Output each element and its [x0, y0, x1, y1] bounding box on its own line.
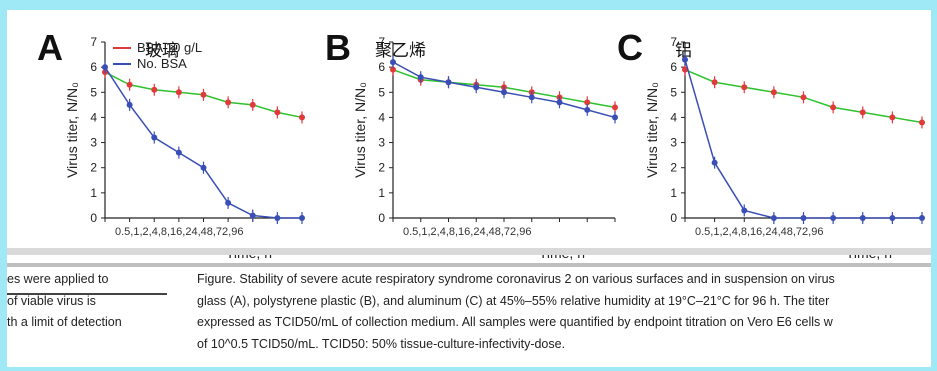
figure-canvas: A 玻璃 0 1 2 3 4 5 6 7 Virus titer, N/N₀ 0.5,1,2,4,8,… [7, 10, 931, 367]
point-C-1-5 [830, 215, 837, 221]
point-C-0-7 [889, 114, 896, 121]
caption-left-line-2: of viable virus is [7, 294, 96, 308]
point-C-1-8 [919, 215, 925, 221]
point-B-0-7 [584, 99, 591, 106]
y-tick-label-B-4: 4 [378, 110, 385, 124]
panel-material-C: 铝 [675, 41, 692, 61]
y-tick-label-A-5: 5 [90, 85, 97, 99]
point-B-1-4 [501, 89, 507, 96]
y-tick-label-A-7: 7 [90, 35, 97, 49]
point-A-0-7 [274, 109, 281, 116]
caption-main-line-1: Figure. Stability of severe acute respir… [197, 272, 835, 286]
point-C-0-4 [800, 94, 807, 101]
y-tick-label-C-6: 6 [670, 60, 677, 74]
panel-letter-A: A [37, 27, 63, 68]
point-B-1-7 [584, 106, 591, 113]
point-C-0-2 [741, 84, 748, 91]
point-A-1-7 [274, 215, 281, 221]
x-tick-labels-B: 0.5,1,2,4,8,16,24,48,72,96 [403, 226, 531, 238]
axis-strip-upper [7, 248, 931, 255]
y-label-A: Virus titer, N/N₀ [64, 82, 80, 178]
y-tick-label-A-2: 2 [90, 161, 97, 175]
y-tick-label-C-4: 4 [670, 110, 677, 124]
point-A-0-5 [225, 99, 232, 106]
point-C-1-4 [800, 215, 807, 221]
legend-label-0: BSA 10 g/L [137, 40, 202, 55]
point-A-1-0 [102, 64, 108, 71]
point-B-1-0 [390, 59, 396, 66]
point-C-0-6 [859, 109, 866, 116]
y-tick-label-B-0: 0 [378, 211, 385, 225]
point-C-1-3 [770, 215, 777, 221]
caption-left-line-1: es were applied to [7, 272, 109, 286]
point-C-0-3 [770, 89, 777, 96]
caption-divider [7, 293, 167, 295]
y-label-C: Virus titer, N/N₀ [644, 82, 660, 178]
caption-left-line-3: th a limit of detection [7, 315, 122, 329]
y-tick-label-C-3: 3 [670, 136, 677, 150]
point-A-0-3 [175, 89, 182, 96]
y-tick-label-B-7: 7 [378, 35, 385, 49]
x-tick-labels-C: 0.5,1,2,4,8,16,24,48,72,96 [695, 226, 823, 238]
point-A-0-1 [126, 81, 133, 88]
point-B-1-6 [556, 99, 563, 106]
y-tick-label-B-1: 1 [378, 186, 385, 200]
y-tick-label-A-6: 6 [90, 60, 97, 74]
y-tick-label-B-6: 6 [378, 60, 385, 74]
point-A-1-1 [126, 101, 133, 108]
point-B-1-8 [612, 114, 618, 121]
point-C-0-0 [682, 66, 688, 73]
y-tick-label-C-0: 0 [670, 211, 677, 225]
point-B-1-1 [417, 74, 424, 81]
point-A-0-6 [249, 101, 256, 108]
point-C-0-8 [919, 119, 925, 126]
point-B-0-8 [612, 104, 618, 111]
point-C-1-2 [741, 207, 748, 214]
panel-letter-C: C [617, 27, 643, 68]
point-B-1-3 [473, 84, 480, 91]
point-C-1-7 [889, 215, 896, 221]
point-A-1-4 [200, 164, 207, 171]
point-B-0-0 [390, 66, 396, 73]
point-A-1-6 [249, 212, 256, 219]
y-tick-label-A-0: 0 [90, 211, 97, 225]
panel-letter-B: B [325, 27, 351, 68]
axis-strip-lower [7, 263, 931, 267]
point-B-1-5 [528, 94, 535, 101]
y-tick-label-A-4: 4 [90, 110, 97, 124]
y-label-B: Virus titer, N/N₀ [352, 82, 368, 178]
point-C-1-0 [682, 56, 688, 63]
y-tick-label-A-1: 1 [90, 186, 97, 200]
point-A-1-8 [299, 215, 305, 221]
y-tick-label-C-7: 7 [670, 35, 677, 49]
y-tick-label-C-5: 5 [670, 85, 677, 99]
y-tick-label-B-2: 2 [378, 161, 385, 175]
point-B-1-2 [445, 79, 452, 86]
point-C-0-1 [711, 79, 718, 86]
plots-svg: A 玻璃 0 1 2 3 4 5 6 7 Virus titer, N/N₀ 0.5,1,2,4,8,… [37, 27, 925, 261]
caption-main-line-3: expressed as TCID50/mL of collection med… [197, 315, 833, 329]
y-tick-label-B-3: 3 [378, 136, 385, 150]
x-tick-labels-A: 0.5,1,2,4,8,16,24,48,72,96 [115, 226, 243, 238]
y-tick-label-C-2: 2 [670, 161, 677, 175]
point-C-1-1 [711, 159, 718, 166]
point-A-1-5 [225, 199, 232, 206]
point-A-0-4 [200, 91, 207, 98]
point-A-0-2 [151, 86, 158, 93]
y-tick-label-B-5: 5 [378, 85, 385, 99]
point-A-1-3 [175, 149, 182, 156]
y-tick-label-C-1: 1 [670, 186, 677, 200]
legend-label-1: No. BSA [137, 56, 187, 71]
point-C-0-5 [830, 104, 837, 111]
caption-main-line-4: of 10^0.5 TCID50/mL. TCID50: 50% tissue-… [197, 337, 566, 351]
y-tick-label-A-3: 3 [90, 136, 97, 150]
panel-material-B: 聚乙烯 [375, 41, 426, 61]
panel-material-A: 玻璃 [145, 41, 179, 61]
point-A-0-8 [299, 114, 305, 121]
caption-main-line-2: glass (A), polystyrene plastic (B), and … [197, 294, 830, 308]
point-A-1-2 [151, 134, 158, 141]
point-C-1-6 [859, 215, 866, 221]
